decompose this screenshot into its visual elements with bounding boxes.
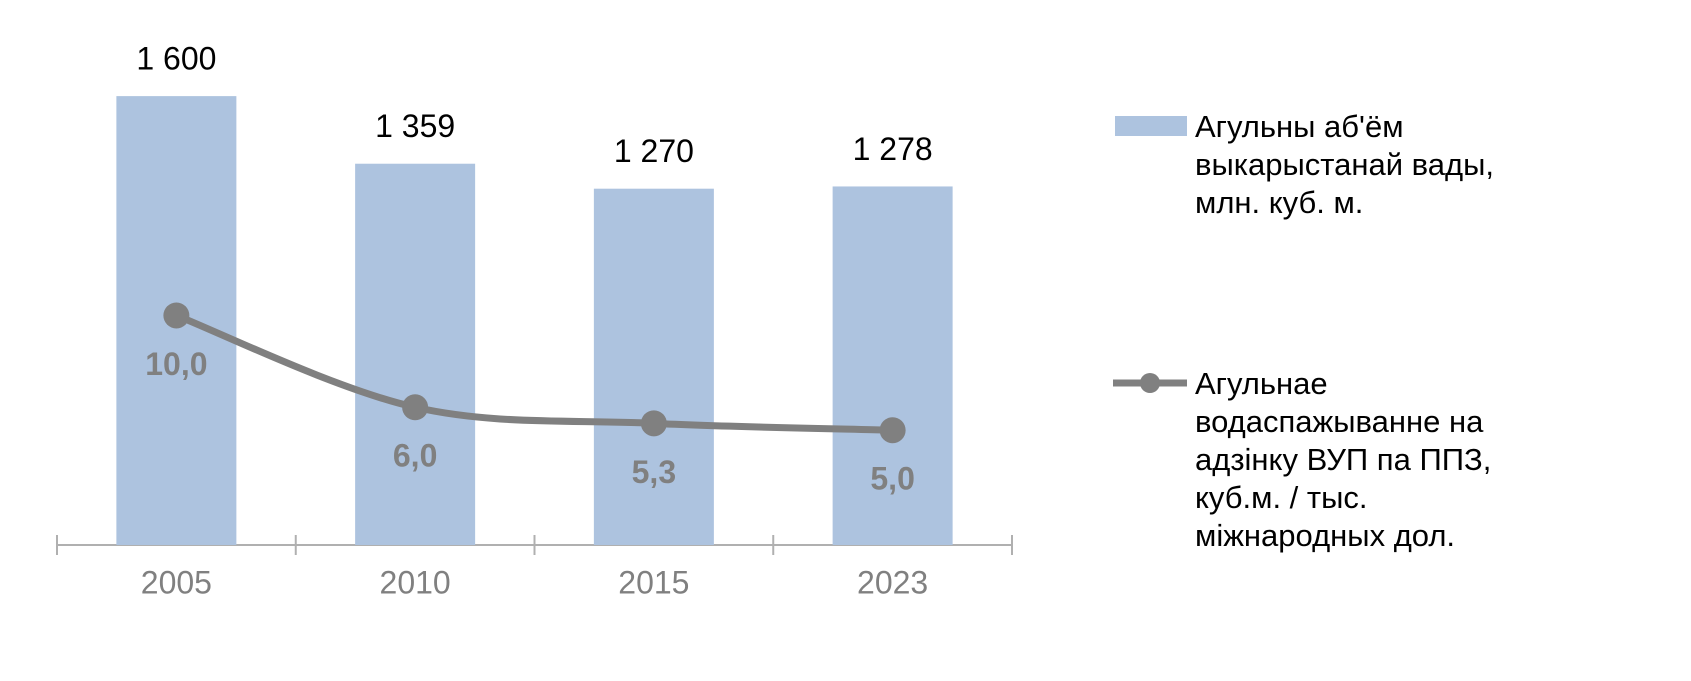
x-tick-label: 2015	[618, 564, 689, 600]
line-value-label: 10,0	[145, 346, 207, 382]
bar-value-label: 1 600	[136, 41, 216, 77]
line	[175, 312, 893, 434]
bar	[355, 163, 476, 545]
bar	[593, 188, 714, 545]
x-tick-label: 2010	[380, 564, 451, 600]
line-marker	[402, 394, 429, 421]
line-value-label: 6,0	[393, 438, 437, 474]
legend-swatch-marker	[1140, 373, 1160, 393]
x-tick-label: 2005	[141, 564, 212, 600]
bar-value-label: 1 359	[375, 108, 455, 144]
bar-value-label: 1 278	[853, 131, 933, 167]
line-marker	[640, 410, 667, 437]
line-marker	[879, 417, 906, 444]
x-tick-label: 2023	[857, 564, 928, 600]
bar	[832, 186, 953, 545]
line-value-label: 5,3	[632, 454, 676, 490]
bar-value-label: 1 270	[614, 133, 694, 169]
legend-swatch-bar	[1115, 116, 1187, 136]
line-marker	[163, 302, 190, 329]
legend-entry: Агульнае водаспажыванне на адзінку ВУП п…	[1195, 366, 1492, 553]
legend-entry: Агульны аб'ём выкарыстанай вады, млн. ку…	[1195, 109, 1494, 220]
line-value-label: 5,0	[870, 461, 914, 497]
